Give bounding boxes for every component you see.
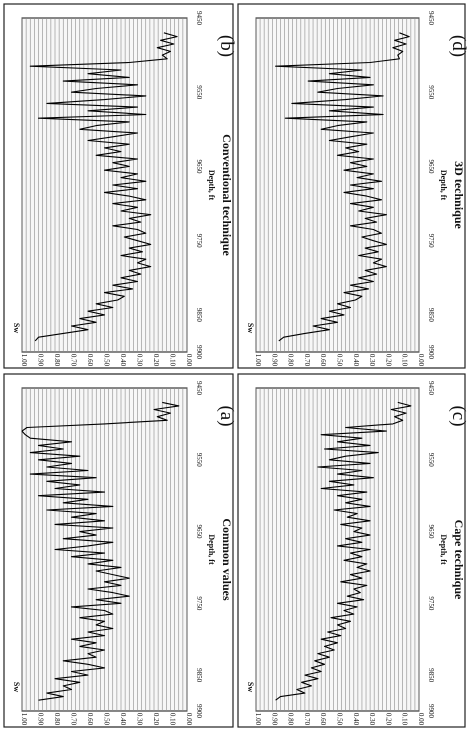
sw-tick-label: 0.20 — [384, 354, 392, 367]
sw-axis-label: Sw — [12, 682, 21, 692]
sw-tick-label: 0.10 — [401, 713, 409, 726]
depth-tick-label: 9900 — [427, 704, 435, 719]
sw-tick-label: 0.80 — [53, 713, 61, 726]
sw-tick-label: 0.80 — [287, 354, 295, 367]
panel-letter: (a) — [216, 405, 237, 426]
depth-tick-label: 9900 — [195, 704, 203, 719]
sw-axis-label: Sw — [246, 323, 255, 333]
sw-tick-label: 1.00 — [254, 354, 262, 367]
depth-tick-label: 9450 — [427, 11, 435, 26]
sw-tick-label: 0.40 — [352, 713, 360, 726]
panel-title: Conventional technique — [220, 134, 234, 256]
depth-tick-label: 9550 — [195, 85, 203, 100]
sw-tick-label: 0.00 — [417, 354, 425, 367]
sw-tick-label: 0.70 — [70, 713, 78, 726]
sw-tick-label: 0.00 — [185, 713, 193, 726]
sw-tick-label: 0.90 — [37, 713, 45, 726]
sw-tick-label: 0.80 — [53, 354, 61, 367]
sw-tick-label: 0.50 — [103, 713, 111, 726]
depth-tick-label: 9850 — [427, 308, 435, 323]
sw-tick-label: 0.60 — [86, 354, 94, 367]
depth-tick-label: 9650 — [195, 159, 203, 174]
depth-tick-label: 9750 — [195, 596, 203, 611]
sw-series-line-b — [29, 32, 178, 342]
depth-tick-label: 9750 — [427, 596, 435, 611]
depth-tick-label: 9650 — [427, 159, 435, 174]
sw-tick-label: 0.50 — [336, 354, 344, 367]
panel-letter: (d) — [448, 35, 469, 57]
sw-series-line-a — [21, 401, 180, 701]
sw-tick-label: 0.30 — [368, 713, 376, 726]
panel-a: 1.00 0.90 0.80 0.70 0.60 0.50 0.40 0.30 0.20 0.10… — [3, 373, 237, 728]
depth-tick-label: 9450 — [427, 381, 435, 396]
sw-tick-label: 0.40 — [119, 713, 127, 726]
depth-axis-label: Depth, ft — [439, 170, 448, 201]
sw-tick-label: 1.00 — [20, 354, 28, 367]
sw-tick-label: 0.00 — [185, 354, 193, 367]
panel-title: Cape technique — [452, 520, 466, 600]
depth-tick-label: 9450 — [195, 381, 203, 396]
depth-tick-label: 9550 — [195, 453, 203, 468]
sw-tick-label: 1.00 — [254, 713, 262, 726]
depth-axis-label: Depth, ft — [207, 170, 216, 201]
depth-tick-label: 9650 — [195, 525, 203, 540]
sw-tick-label: 0.60 — [86, 713, 94, 726]
panel-b: 1.00 0.90 0.80 0.70 0.60 0.50 0.40 0.30 0.20 0.10… — [3, 3, 237, 369]
depth-tick-label: 9750 — [427, 234, 435, 249]
panel-title: Common values — [220, 518, 234, 601]
sw-tick-label: 0.70 — [303, 713, 311, 726]
depth-axis-label: Depth, ft — [207, 534, 216, 565]
sw-tick-label: 0.30 — [368, 354, 376, 367]
sw-tick-label: 0.90 — [270, 713, 278, 726]
depth-tick-label: 9850 — [195, 668, 203, 683]
sw-tick-label: 0.20 — [152, 354, 160, 367]
sw-tick-label: 0.70 — [303, 354, 311, 367]
sw-series-line-d — [275, 32, 410, 342]
depth-tick-label: 9900 — [427, 345, 435, 360]
panel-letter: (c) — [448, 405, 469, 426]
sw-series-line-c — [275, 401, 412, 701]
depth-tick-label: 9750 — [195, 234, 203, 249]
depth-tick-label: 9900 — [195, 345, 203, 360]
sw-tick-label: 0.20 — [384, 713, 392, 726]
panel-letter: (b) — [216, 35, 237, 57]
depth-axis-label: Depth, ft — [439, 534, 448, 565]
sw-tick-label: 0.90 — [270, 354, 278, 367]
depth-tick-label: 9650 — [427, 525, 435, 540]
sw-tick-label: 0.30 — [136, 713, 144, 726]
sw-tick-label: 0.60 — [319, 713, 327, 726]
sw-tick-label: 0.10 — [401, 354, 409, 367]
sw-tick-label: 0.40 — [352, 354, 360, 367]
panel-title: 3D technique — [452, 161, 466, 229]
sw-tick-label: 0.50 — [336, 713, 344, 726]
sw-tick-label: 0.50 — [103, 354, 111, 367]
sw-axis-label: Sw — [12, 323, 21, 333]
sw-tick-label: 0.40 — [119, 354, 127, 367]
sw-tick-label: 0.30 — [136, 354, 144, 367]
depth-tick-label: 9850 — [427, 668, 435, 683]
sw-tick-label: 0.90 — [37, 354, 45, 367]
sw-tick-label: 0.10 — [169, 354, 177, 367]
panel-d: 1.00 0.90 0.80 0.70 0.60 0.50 0.40 0.30 0.20 0.10… — [237, 3, 469, 369]
sw-tick-label: 1.00 — [20, 713, 28, 726]
sw-tick-label: 0.00 — [417, 713, 425, 726]
depth-tick-label: 9450 — [195, 11, 203, 26]
sw-tick-label: 0.80 — [287, 713, 295, 726]
depth-tick-label: 9550 — [427, 453, 435, 468]
sw-tick-label: 0.70 — [70, 354, 78, 367]
sw-axis-label: Sw — [246, 682, 255, 692]
sw-tick-label: 0.20 — [152, 713, 160, 726]
sw-tick-label: 0.60 — [319, 354, 327, 367]
sw-tick-label: 0.10 — [169, 713, 177, 726]
depth-tick-label: 9850 — [195, 308, 203, 323]
depth-tick-label: 9550 — [427, 85, 435, 100]
panel-c: 1.00 0.90 0.80 0.70 0.60 0.50 0.40 0.30 0.20 0.10… — [237, 373, 469, 728]
